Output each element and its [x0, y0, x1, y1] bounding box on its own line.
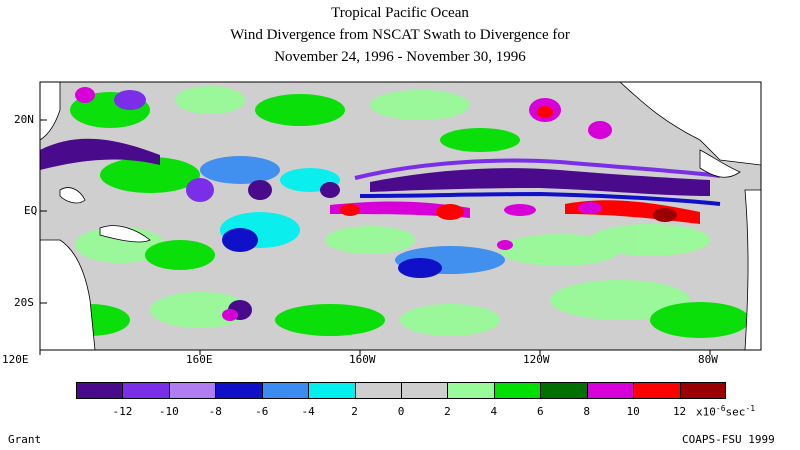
colorbar-swatch — [168, 382, 216, 399]
colorbar-label: 8 — [583, 405, 591, 418]
x-tick-160e: 160E — [186, 353, 213, 366]
colorbar-swatch — [354, 382, 401, 399]
colorbar-label: -4 — [301, 405, 315, 418]
colorbar-swatch — [401, 382, 448, 399]
colorbar-swatch — [586, 382, 634, 399]
x-tick-160w: 160W — [349, 353, 376, 366]
colorbar-label: 2 — [351, 405, 358, 418]
axis-ticks — [39, 119, 711, 355]
divergence-field — [40, 82, 761, 350]
colorbar-label: 6 — [536, 405, 544, 418]
colorbar-label: -10 — [158, 405, 179, 418]
map-title-line3: November 24, 1996 - November 30, 1996 — [274, 49, 526, 65]
map-title-line1: Tropical Pacific Ocean — [331, 5, 469, 21]
colorbar-label: 12 — [672, 405, 687, 418]
colorbar-label: -6 — [255, 405, 269, 418]
x-tick-120w: 120W — [523, 353, 550, 366]
colorbar-swatch — [493, 382, 541, 399]
colorbar-swatch — [308, 382, 355, 399]
y-tick-20s: 20S — [14, 296, 34, 309]
x-tick-120e: 120E — [2, 353, 29, 366]
colorbar-swatch — [633, 382, 680, 399]
colorbar-swatch — [76, 382, 123, 399]
colorbar-label: 2 — [444, 405, 451, 418]
colorbar-swatch — [679, 382, 726, 399]
colorbar-label: -8 — [208, 405, 222, 418]
colorbar-label: 4 — [490, 405, 498, 418]
colorbar-swatch — [122, 382, 169, 399]
colorbar-swatch — [215, 382, 262, 399]
footer-author: Grant — [8, 433, 42, 446]
colorbar-label: 10 — [626, 405, 640, 418]
colorbar-swatch — [540, 382, 587, 399]
colorbar-swatch — [261, 382, 309, 399]
y-tick-20n: 20N — [14, 113, 34, 126]
footer-credit: COAPS-FSU 1999 — [682, 433, 775, 446]
colorbar-label: -12 — [112, 405, 133, 418]
colorbar-label: 0 — [397, 405, 405, 418]
map-frame — [39, 81, 762, 351]
map-title-line2: Wind Divergence from NSCAT Swath to Dive… — [230, 27, 570, 43]
colorbar-unit: x10-6sec-1 — [696, 404, 756, 419]
colorbar-swatch — [447, 382, 494, 399]
y-tick-eq: EQ — [24, 204, 38, 217]
x-tick-80w: 80W — [698, 353, 718, 366]
